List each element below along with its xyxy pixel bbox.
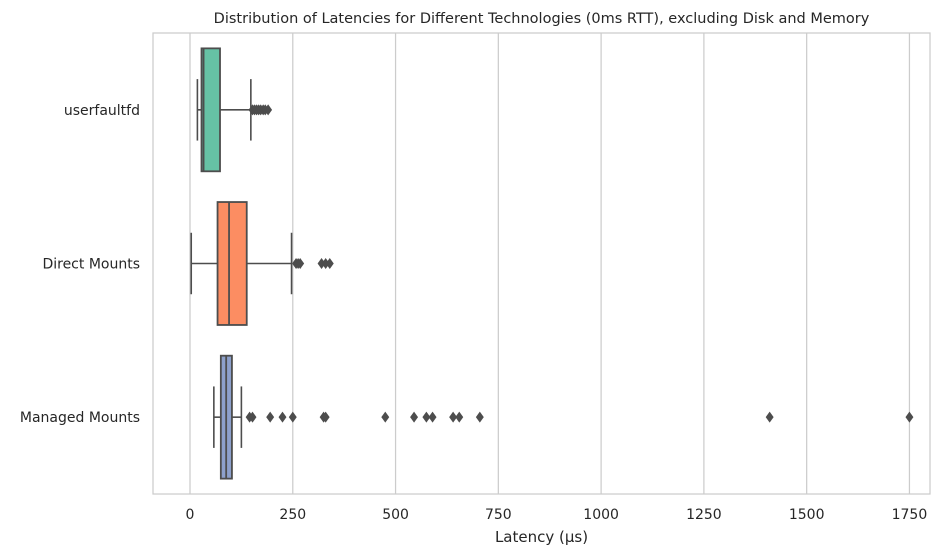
outlier-2-8	[410, 411, 419, 423]
outlier-2-10	[428, 411, 437, 423]
x-tick-label-750: 750	[485, 507, 512, 523]
x-tick-label-0: 0	[186, 507, 195, 523]
y-category-label-2: Managed Mounts	[20, 410, 140, 426]
grid-lines	[189, 33, 911, 494]
outlier-2-15	[905, 411, 914, 423]
box-group-2	[213, 354, 914, 480]
outlier-2-11	[449, 411, 458, 423]
box-group-0	[196, 47, 273, 173]
x-tick-label-1250: 1250	[686, 507, 722, 523]
plot-frame	[152, 32, 931, 495]
outlier-2-9	[422, 411, 431, 423]
x-tick-label-1750: 1750	[892, 507, 928, 523]
x-axis-ticks: 0 250 500 750 1000 1250 1500 1750	[186, 507, 928, 523]
x-tick-label-500: 500	[382, 507, 409, 523]
boxes	[190, 47, 914, 480]
outlier-2-3	[278, 411, 287, 423]
outlier-2-13	[475, 411, 484, 423]
outlier-2-7	[381, 411, 390, 423]
outlier-2-2	[266, 411, 275, 423]
y-axis-categories: userfaultfd Direct Mounts Managed Mounts	[20, 103, 140, 426]
x-tick-label-1000: 1000	[583, 507, 619, 523]
box-0	[200, 47, 221, 173]
outlier-1-5	[325, 257, 334, 270]
x-tick-label-250: 250	[279, 507, 306, 523]
outlier-1-2	[296, 257, 305, 270]
outlier-2-6	[321, 411, 330, 423]
x-axis-label: Latency (µs)	[495, 528, 588, 546]
box-group-1	[190, 201, 334, 326]
chart-title: Distribution of Latencies for Different …	[214, 11, 870, 27]
outlier-0-7	[264, 104, 273, 116]
box-1	[216, 201, 248, 326]
y-category-label-0: userfaultfd	[64, 103, 140, 119]
outlier-2-12	[455, 411, 464, 423]
x-tick-label-1500: 1500	[789, 507, 825, 523]
outlier-2-14	[765, 411, 774, 423]
y-category-label-1: Direct Mounts	[42, 257, 140, 273]
outlier-2-4	[288, 411, 297, 423]
outlier-2-1	[248, 411, 257, 423]
